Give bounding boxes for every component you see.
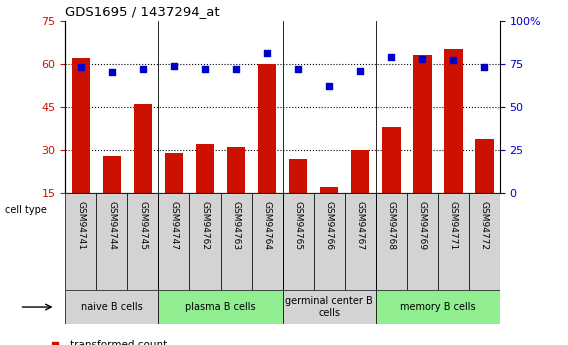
Text: GSM94762: GSM94762 xyxy=(201,201,210,250)
Text: GSM94744: GSM94744 xyxy=(107,201,116,250)
FancyBboxPatch shape xyxy=(220,193,252,290)
Point xyxy=(417,56,427,61)
Point xyxy=(169,63,178,68)
FancyBboxPatch shape xyxy=(407,193,438,290)
FancyBboxPatch shape xyxy=(375,290,500,324)
Text: GSM94768: GSM94768 xyxy=(387,201,396,250)
Text: GSM94747: GSM94747 xyxy=(169,201,178,250)
Point xyxy=(387,54,396,60)
FancyBboxPatch shape xyxy=(190,193,220,290)
Point xyxy=(76,65,85,70)
Point xyxy=(262,51,272,56)
FancyBboxPatch shape xyxy=(314,193,345,290)
Bar xyxy=(72,58,90,236)
Text: GSM94766: GSM94766 xyxy=(325,201,333,250)
FancyBboxPatch shape xyxy=(127,193,158,290)
Bar xyxy=(382,127,400,236)
FancyBboxPatch shape xyxy=(283,290,375,324)
FancyBboxPatch shape xyxy=(283,193,314,290)
Text: plasma B cells: plasma B cells xyxy=(185,302,256,312)
FancyBboxPatch shape xyxy=(65,290,158,324)
Text: memory B cells: memory B cells xyxy=(400,302,475,312)
Point xyxy=(201,66,210,72)
Point xyxy=(324,83,333,89)
Point xyxy=(107,70,116,75)
Text: GSM94769: GSM94769 xyxy=(417,201,427,250)
Bar xyxy=(165,153,183,236)
Bar xyxy=(227,147,245,236)
Text: GSM94767: GSM94767 xyxy=(356,201,365,250)
Bar xyxy=(413,55,432,236)
Bar xyxy=(133,104,152,236)
Text: GSM94771: GSM94771 xyxy=(449,201,458,250)
Bar xyxy=(351,150,369,236)
Bar xyxy=(475,139,494,236)
Bar xyxy=(289,159,307,236)
Point xyxy=(232,66,241,72)
Point xyxy=(480,65,489,70)
FancyBboxPatch shape xyxy=(252,193,283,290)
Bar xyxy=(103,156,121,236)
FancyBboxPatch shape xyxy=(158,290,283,324)
Bar xyxy=(320,187,339,236)
Point xyxy=(356,68,365,73)
Text: GSM94764: GSM94764 xyxy=(262,201,272,250)
Text: germinal center B
cells: germinal center B cells xyxy=(285,296,373,318)
Text: transformed count: transformed count xyxy=(69,340,167,345)
Point xyxy=(449,58,458,63)
Text: cell type: cell type xyxy=(5,206,47,215)
Text: GSM94741: GSM94741 xyxy=(76,201,85,250)
Point xyxy=(294,66,303,72)
FancyBboxPatch shape xyxy=(469,193,500,290)
Text: GDS1695 / 1437294_at: GDS1695 / 1437294_at xyxy=(65,5,220,18)
FancyBboxPatch shape xyxy=(158,193,190,290)
Text: naive B cells: naive B cells xyxy=(81,302,143,312)
FancyBboxPatch shape xyxy=(438,193,469,290)
Text: GSM94772: GSM94772 xyxy=(480,201,489,250)
Bar xyxy=(444,49,462,236)
Text: GSM94745: GSM94745 xyxy=(139,201,148,250)
FancyBboxPatch shape xyxy=(97,193,127,290)
Point xyxy=(139,66,148,72)
Bar xyxy=(195,144,214,236)
FancyBboxPatch shape xyxy=(375,193,407,290)
FancyBboxPatch shape xyxy=(65,193,97,290)
FancyBboxPatch shape xyxy=(345,193,375,290)
Bar xyxy=(258,64,277,236)
Text: GSM94763: GSM94763 xyxy=(232,201,240,250)
Text: GSM94765: GSM94765 xyxy=(294,201,303,250)
